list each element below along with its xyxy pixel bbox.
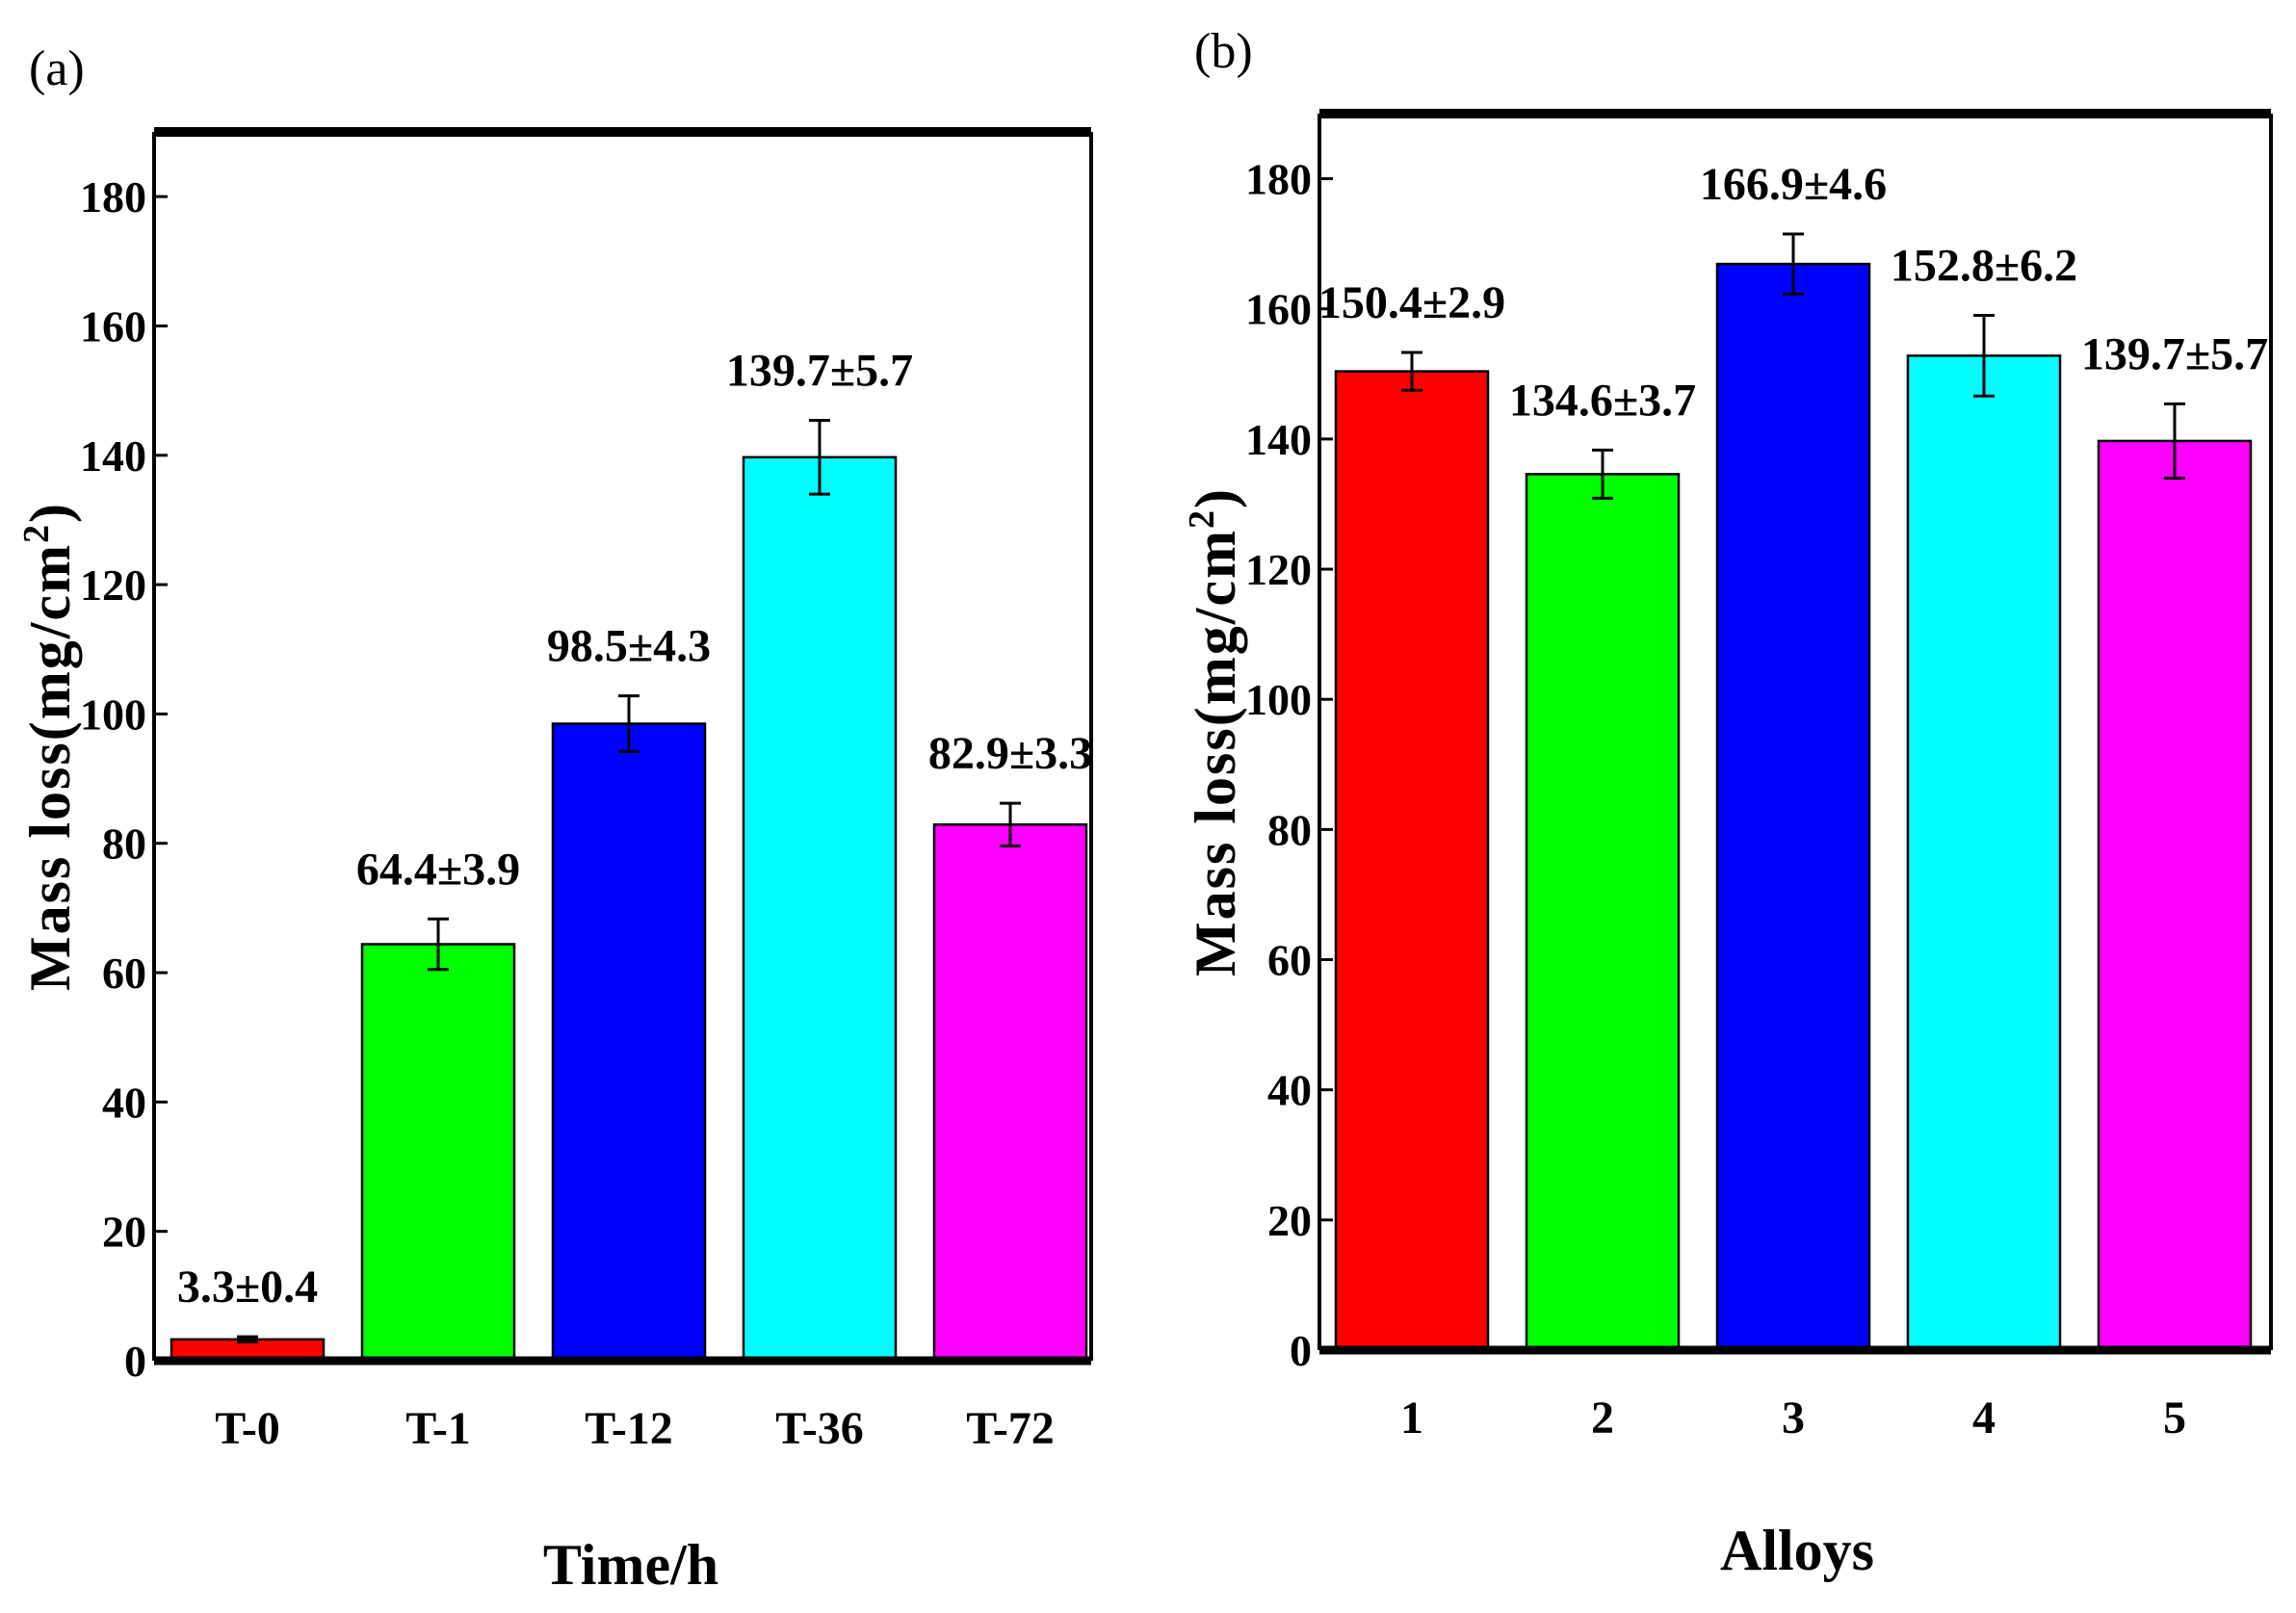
data-label-5: 139.7±5.7 [2081,328,2268,379]
x-axis-title: Alloys [1720,1519,1874,1582]
x-tick-label-2: 2 [1591,1392,1614,1444]
y-tick-label: 60 [1267,936,1312,985]
x-tick-label-T-12: T-12 [585,1403,673,1454]
y-tick-label: 140 [80,431,146,481]
y-axis-title: Mass loss(mg/cm2) [1182,487,1247,976]
y-tick-label: 160 [1245,285,1312,334]
x-tick-label-T-72: T-72 [966,1403,1055,1454]
bar-4 [1906,354,2062,1352]
data-label-2: 134.6±3.7 [1509,375,1696,426]
y-tick-label: 40 [102,1078,146,1127]
x-tick-label-T-1: T-1 [405,1403,471,1454]
bar-T-36 [742,455,898,1363]
data-label-T-12: 98.5±4.3 [547,621,711,672]
panel-label: (a) [29,41,85,96]
y-tick-label: 80 [1267,805,1312,854]
x-tick-label-5: 5 [2163,1392,2186,1444]
data-label-1: 150.4±2.9 [1318,277,1505,328]
y-tick-label: 100 [1245,675,1312,724]
y-tick-label: 140 [1245,415,1312,464]
y-tick-label: 180 [80,172,146,221]
chart-panel-a: (a) 3.3±0.4 T-0 64.4±3.9 T-1 98.5±4.3 T-12 139.… [16,41,1093,1597]
y-tick-label: 120 [1245,545,1312,594]
x-tick-label-T-36: T-36 [775,1403,864,1454]
data-label-4: 152.8±6.2 [1891,240,2077,291]
y-tick-label: 20 [1267,1196,1312,1245]
y-tick-label: 0 [124,1337,146,1386]
bar-T-72 [932,823,1088,1363]
y-tick-label: 0 [1290,1326,1312,1375]
x-tick-label-4: 4 [1972,1392,1996,1444]
bar-5 [2097,439,2253,1352]
y-tick-label: 100 [80,689,146,739]
x-tick-label-3: 3 [1782,1392,1805,1444]
x-tick-label-T-0: T-0 [215,1403,280,1454]
bar-1 [1334,370,1490,1352]
data-label-T-1: 64.4±3.9 [356,844,520,895]
chart-panel-b: (b) 150.4±2.9 1 134.6±3.7 2 166.9±4.6 3 152.8±6… [1182,24,2273,1582]
data-label-T-72: 82.9±3.3 [928,728,1092,779]
x-axis-title: Time/h [543,1533,718,1597]
bar-2 [1525,473,1681,1352]
data-label-3: 166.9±4.6 [1700,159,1887,210]
panel-label: (b) [1194,24,1253,79]
x-tick-label-1: 1 [1400,1392,1423,1444]
y-axis-title: Mass loss(mg/cm2) [16,502,82,991]
data-label-T-36: 139.7±5.7 [726,346,913,397]
data-label-T-0: 3.3±0.4 [177,1262,318,1313]
bar-T-12 [551,722,707,1363]
y-tick-label: 120 [80,560,146,610]
y-tick-label: 60 [102,949,146,998]
bar-T-1 [360,943,516,1363]
y-tick-label: 160 [80,301,146,351]
y-tick-label: 80 [102,820,146,869]
bar-3 [1715,262,1871,1352]
y-tick-label: 180 [1245,155,1312,204]
y-tick-label: 40 [1267,1066,1312,1115]
y-tick-label: 20 [102,1208,146,1257]
